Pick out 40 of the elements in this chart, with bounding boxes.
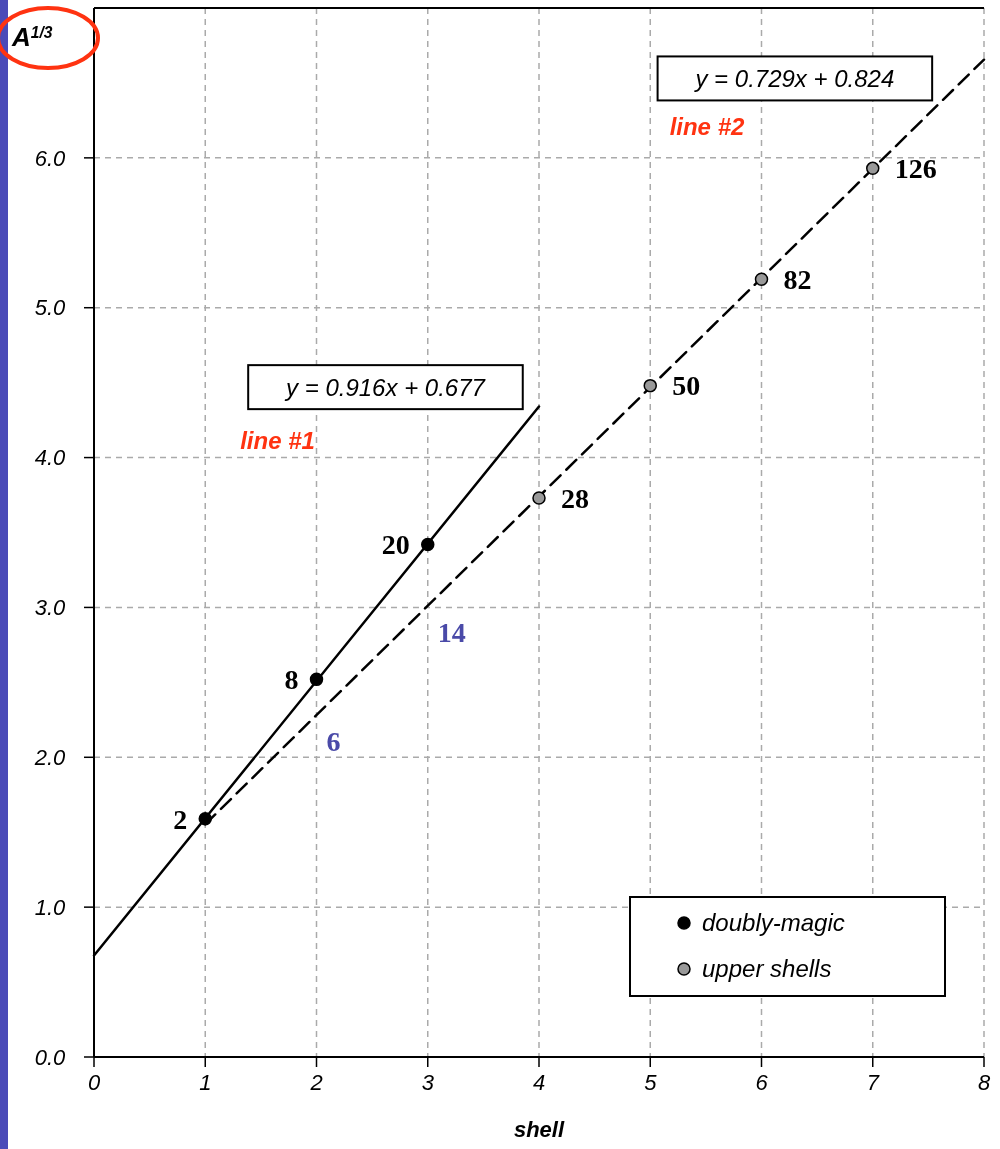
annotation: 14 bbox=[437, 616, 466, 648]
annotation: line #1 bbox=[240, 427, 315, 455]
x-axis-title: shell bbox=[513, 1117, 565, 1142]
point bbox=[309, 672, 324, 687]
x-tick-label: 8 bbox=[977, 1070, 991, 1095]
annotation: 6 bbox=[326, 725, 341, 757]
y-tick-label: 0.0 bbox=[34, 1044, 67, 1070]
annotation: 126 bbox=[894, 153, 937, 185]
point bbox=[198, 811, 212, 826]
annotation: 28 bbox=[561, 482, 589, 514]
x-tick-label: 3 bbox=[421, 1070, 435, 1095]
x-tick-label: 7 bbox=[866, 1070, 880, 1095]
annotation: 2 bbox=[173, 803, 188, 835]
annotation: line #2 bbox=[669, 112, 745, 140]
x-tick-label: 2 bbox=[309, 1070, 323, 1095]
annotation: 50 bbox=[672, 370, 701, 402]
x-tick-label: 0 bbox=[87, 1070, 101, 1095]
point bbox=[643, 378, 657, 393]
legend-label: upper shells bbox=[702, 955, 832, 983]
point bbox=[532, 491, 546, 505]
y-tick-label: 3.0 bbox=[34, 595, 67, 621]
y-tick-label: 5.0 bbox=[34, 295, 67, 321]
y-tick-label: 6.0 bbox=[34, 145, 67, 171]
legend-label: doubly-magic bbox=[702, 909, 845, 937]
y-tick-label: 4.0 bbox=[34, 445, 67, 471]
annotation: 82 bbox=[783, 264, 812, 296]
y-tick-label: 1.0 bbox=[34, 894, 67, 920]
x-tick-label: 5 bbox=[644, 1070, 658, 1095]
x-tick-label: 6 bbox=[755, 1070, 769, 1095]
annotation: 20 bbox=[381, 529, 410, 561]
point bbox=[754, 272, 769, 286]
annotation: 8 bbox=[284, 664, 299, 696]
y-axis-title: A$^{1/3}$ bbox=[11, 22, 53, 52]
annotation: y = 0.729x + 0.824 bbox=[693, 64, 895, 92]
y-tick-label: 2.0 bbox=[33, 744, 67, 770]
x-tick-label: 4 bbox=[532, 1070, 546, 1095]
x-tick-label: 1 bbox=[199, 1070, 212, 1095]
annotation: y = 0.916x + 0.677 bbox=[284, 373, 487, 401]
point bbox=[866, 161, 880, 176]
point bbox=[421, 537, 435, 552]
